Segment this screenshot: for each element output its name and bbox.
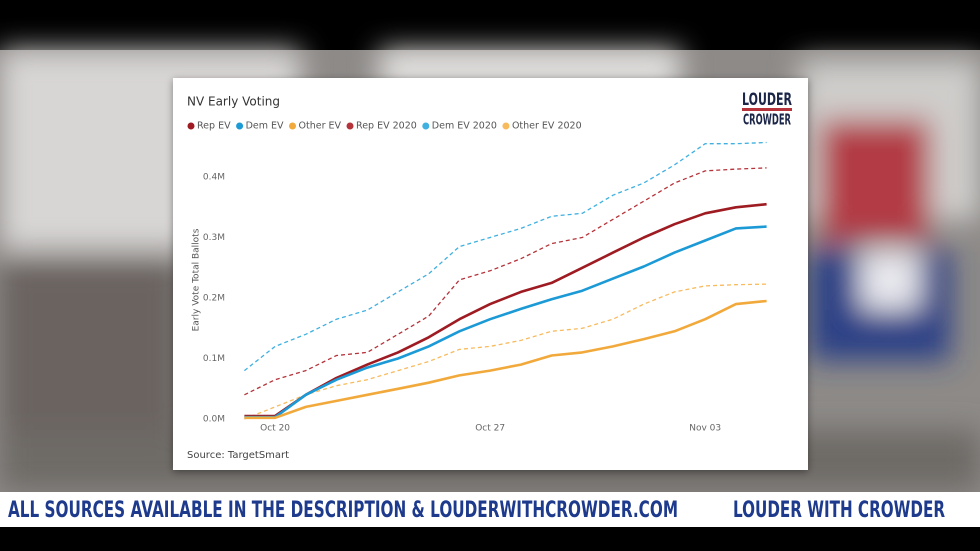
line <box>244 225 767 419</box>
source-note: Source: TargetSmart <box>187 450 289 461</box>
legend-label: Rep EV 2020 <box>356 121 417 132</box>
dashed-line <box>244 283 767 420</box>
plot-area: 0.0M 0.1M 0.2M 0.3M 0.4M Oct 20 Oct 27 Nov 03 <box>203 141 767 434</box>
dashed-line <box>244 167 767 396</box>
legend-swatch <box>187 122 195 130</box>
legend-swatch <box>346 122 354 130</box>
legend-label: Dem EV <box>246 121 284 132</box>
y-tick-label: 0.4M <box>203 173 225 183</box>
x-tick-label: Nov 03 <box>689 424 721 434</box>
line <box>244 202 767 418</box>
chart-title: NV Early Voting <box>187 95 280 109</box>
y-tick-label: 0.2M <box>203 294 225 304</box>
y-tick-label: 0.3M <box>203 233 225 243</box>
dashed-line <box>243 141 767 372</box>
logo-line: LOUDER <box>742 90 792 110</box>
legend-swatch <box>502 122 510 130</box>
y-tick-label: 0.0M <box>203 415 225 425</box>
chart-card <box>173 78 808 470</box>
legend-label: Other EV <box>299 121 342 132</box>
legend-label: Rep EV <box>197 121 231 132</box>
logo-stripe <box>742 108 792 111</box>
y-axis-title: Early Vote Total Ballots <box>192 228 202 331</box>
banner <box>0 492 980 527</box>
legend-swatch <box>422 122 430 130</box>
legend-label: Dem EV 2020 <box>432 121 497 132</box>
legend: Rep EV Dem EV Other EV Rep EV 2020 Dem EV 20… <box>187 121 582 132</box>
x-tick-label: Oct 27 <box>475 424 505 434</box>
y-tick-label: 0.1M <box>203 354 225 364</box>
banner-text: LOUDER WITH CROWDER <box>733 498 945 523</box>
banner-text: ALL SOURCES AVAILABLE IN THE DESCRIPTION… <box>8 498 678 523</box>
legend-label: Other EV 2020 <box>512 121 582 132</box>
line <box>244 299 767 420</box>
legend-swatch <box>236 122 244 130</box>
logo-line: CROWDER <box>743 111 791 129</box>
x-tick-label: Oct 20 <box>260 424 290 434</box>
legend-swatch <box>289 122 297 130</box>
